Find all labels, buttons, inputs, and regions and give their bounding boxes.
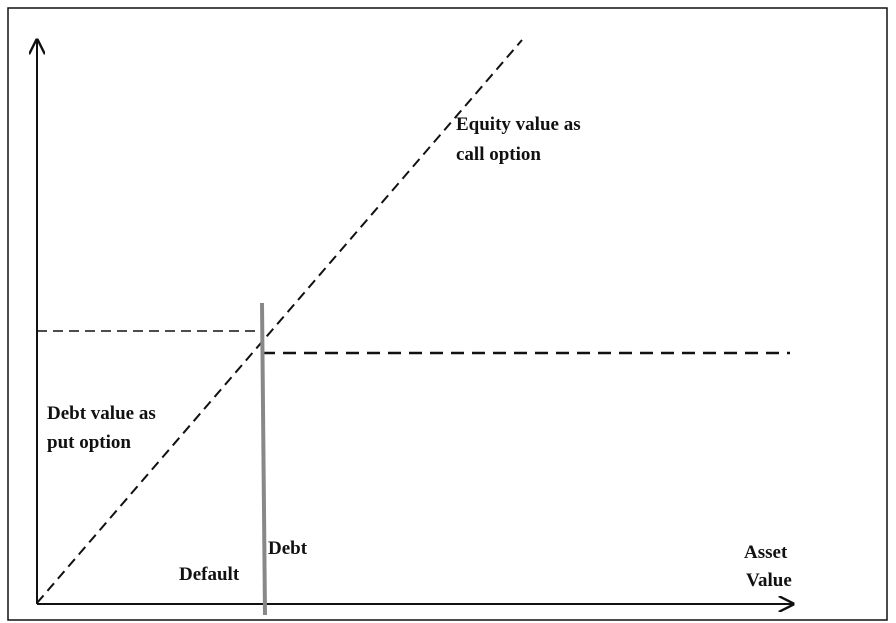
- x-axis-label: Asset: [744, 542, 788, 563]
- debt-label: Debt: [268, 538, 308, 559]
- frame: [7, 7, 888, 621]
- debt-value-label: Debt value as: [47, 403, 156, 424]
- default-line: [260, 302, 267, 616]
- x-axis-label: Value: [746, 570, 792, 591]
- payoff-diagonal: [36, 39, 523, 604]
- default-label: Default: [179, 564, 240, 585]
- debt-value-label: put option: [47, 432, 131, 453]
- equity-label: Equity value as: [456, 114, 581, 135]
- equity-label: call option: [456, 144, 541, 165]
